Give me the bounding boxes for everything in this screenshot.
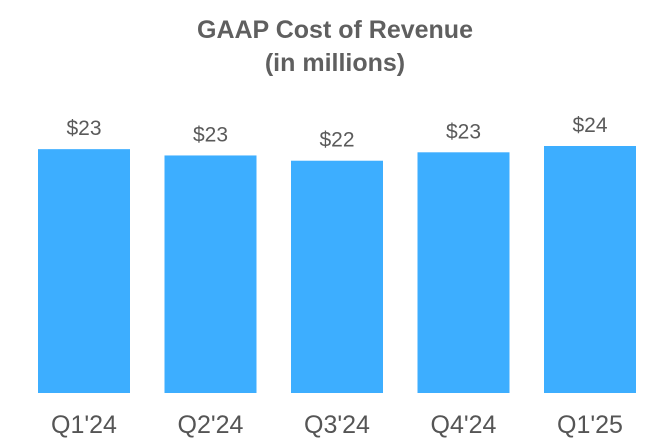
data-label-Q3'24: $22	[319, 129, 354, 152]
x-tick-Q1'25: Q1'25	[557, 411, 623, 439]
chart-title: GAAP Cost of Revenue	[197, 16, 473, 44]
bar-Q1'24	[38, 149, 130, 393]
data-label-Q1'25: $24	[572, 114, 607, 137]
data-label-Q2'24: $23	[193, 123, 228, 146]
x-tick-Q1'24: Q1'24	[51, 411, 117, 439]
bar-Q4'24	[417, 152, 510, 393]
bar-Q3'24	[291, 160, 383, 393]
bar-Q1'25	[544, 146, 636, 393]
data-label-Q1'24: $23	[66, 117, 101, 140]
bar-Q2'24	[164, 155, 257, 393]
chart-subtitle: (in millions)	[265, 49, 405, 77]
x-tick-Q3'24: Q3'24	[304, 411, 370, 439]
tick-labels-group: Q1'24 Q2'24 Q3'24 Q4'24 Q1'25	[51, 411, 623, 439]
x-tick-Q4'24: Q4'24	[431, 411, 497, 439]
bars-group	[38, 146, 636, 393]
data-label-Q4'24: $23	[446, 120, 481, 143]
value-labels-group: $23 $23 $22 $23 $24	[66, 114, 607, 152]
x-tick-Q2'24: Q2'24	[178, 411, 244, 439]
